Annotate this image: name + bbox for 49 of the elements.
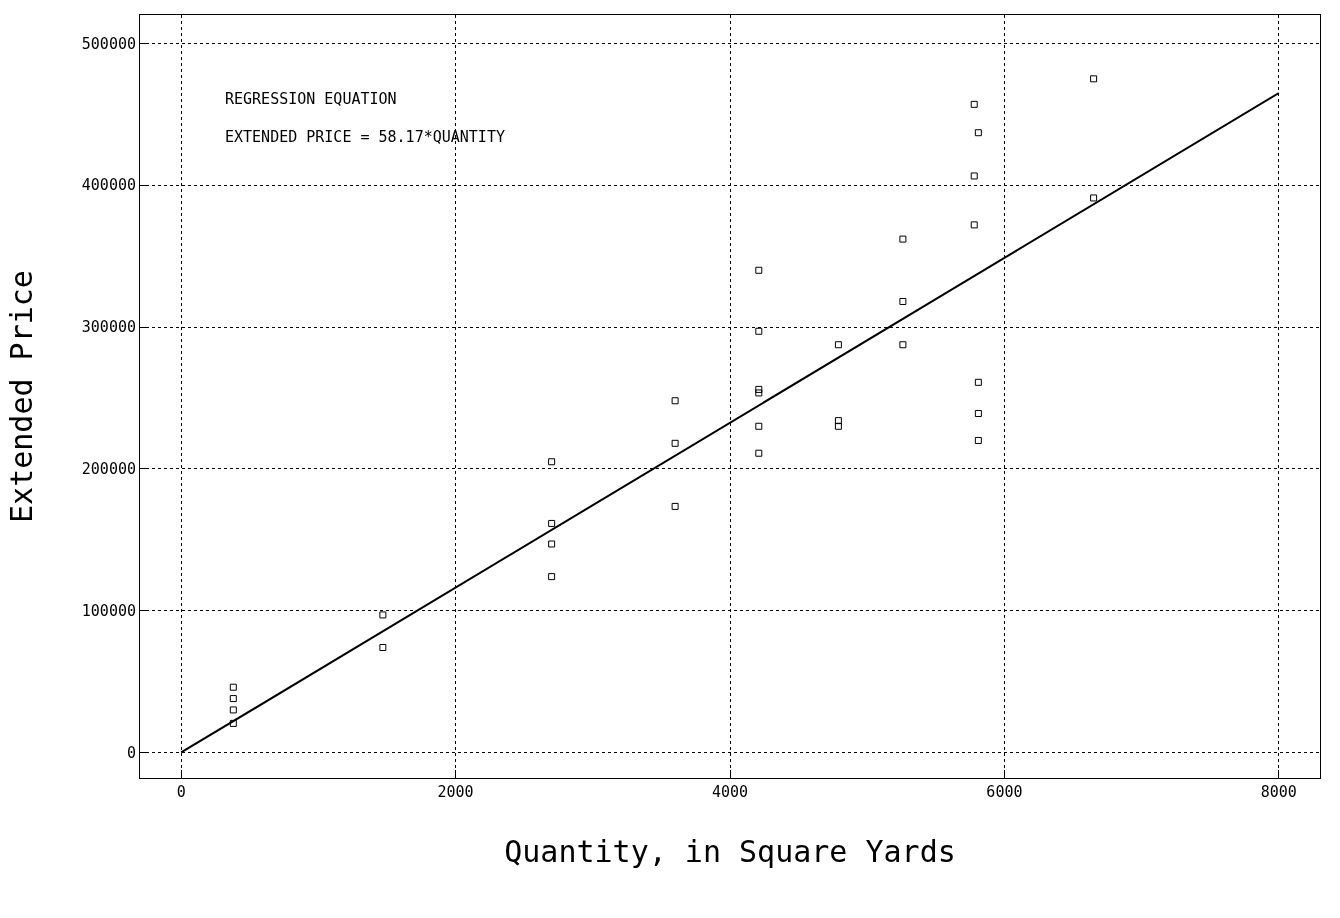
point: [229, 695, 237, 703]
x-tick-label: 0: [176, 783, 186, 801]
y-tick-label: 500000: [81, 34, 136, 53]
point: [755, 389, 763, 397]
point: [755, 266, 763, 274]
point: [548, 573, 556, 581]
point: [671, 502, 679, 510]
point: [755, 327, 763, 335]
x-tick-label: 6000: [986, 783, 1023, 801]
point: [970, 221, 978, 229]
point: [899, 341, 907, 349]
point: [974, 410, 982, 418]
annotation: REGRESSION EQUATION: [225, 90, 397, 108]
point: [1090, 75, 1098, 83]
point: [974, 378, 982, 386]
y-tick-label: 300000: [81, 318, 136, 337]
point: [755, 449, 763, 457]
x-tick-label: 2000: [437, 783, 474, 801]
point: [899, 235, 907, 243]
point: [834, 341, 842, 349]
point: [974, 129, 982, 137]
point: [970, 172, 978, 180]
point: [1090, 194, 1098, 202]
point: [548, 540, 556, 548]
point: [379, 611, 387, 619]
point: [834, 422, 842, 430]
y-tick-label: 100000: [81, 601, 136, 620]
point: [671, 439, 679, 447]
y-tick-label: 0: [126, 743, 136, 762]
x-tick-label: 8000: [1260, 783, 1297, 801]
point: [229, 706, 237, 714]
x-tick-label: 4000: [711, 783, 749, 801]
point: [974, 436, 982, 444]
point: [755, 385, 763, 393]
point: [755, 422, 763, 430]
point: [229, 719, 237, 727]
point: [671, 397, 679, 405]
y-axis-title: Extended Price: [3, 270, 39, 523]
y-tick-label: 200000: [81, 460, 136, 479]
y-tick-label: 400000: [81, 176, 136, 195]
x-axis-title: Quantity, in Square Yards: [504, 833, 956, 869]
point: [548, 519, 556, 527]
point: [899, 297, 907, 305]
point: [970, 100, 978, 108]
point: [229, 683, 237, 691]
point: [834, 417, 842, 425]
point: [379, 644, 387, 652]
annotation: EXTENDED PRICE = 58.17*QUANTITY: [225, 128, 505, 146]
point: [548, 458, 556, 466]
